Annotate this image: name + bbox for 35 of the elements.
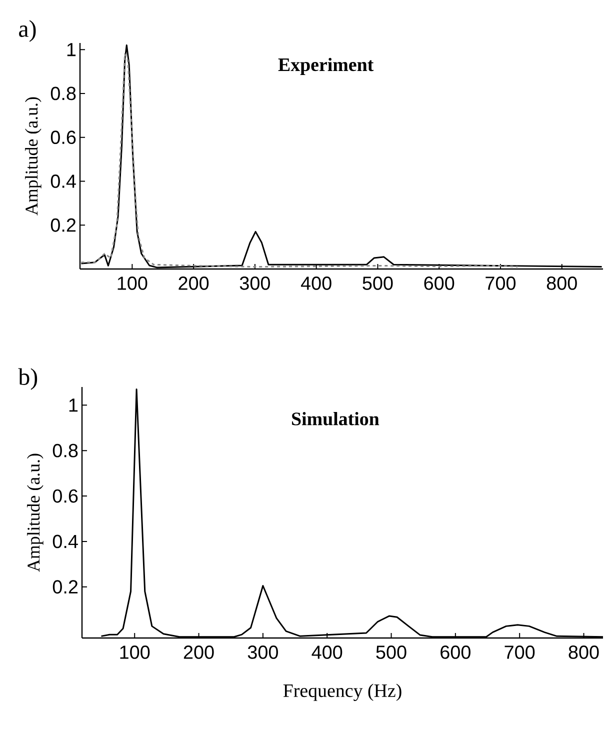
x-tick-label: 600 <box>424 276 454 290</box>
y-tick-label: 1 <box>67 43 76 56</box>
x-tick-label: 200 <box>184 646 214 659</box>
x-tick-label: 500 <box>376 646 406 659</box>
y-tick-label: 0.2 <box>52 580 78 594</box>
y-tick-label: 0.8 <box>52 444 78 458</box>
x-tick-label: 800 <box>568 646 599 659</box>
text: Simulation <box>292 412 380 426</box>
text: a) <box>19 20 36 42</box>
y-axis-title: Amplitude (a.u.) <box>25 97 42 216</box>
x-tick-label: 600 <box>440 646 470 659</box>
y-tick-label: 0.6 <box>50 130 76 144</box>
x-tick-label: 200 <box>178 276 209 290</box>
x-tick-label: 700 <box>486 276 516 290</box>
x-tick-label: 400 <box>312 646 342 659</box>
x-tick-label: 800 <box>546 276 577 290</box>
y-axis-title: Amplitude (a.u.) <box>27 454 44 572</box>
y-tick-label: 0.4 <box>50 174 76 188</box>
text: Experiment <box>278 58 374 75</box>
x-tick-label: 300 <box>240 276 270 290</box>
x-tick-label: 100 <box>120 646 150 659</box>
x-tick-label: 400 <box>300 276 332 290</box>
y-tick-label: 0.2 <box>50 218 76 232</box>
x-tick-label: 500 <box>362 276 393 290</box>
x-tick-label: 100 <box>118 276 148 290</box>
line-series <box>80 53 518 268</box>
x-tick-label: 300 <box>248 646 278 659</box>
y-tick-label: 0.8 <box>50 86 76 100</box>
y-tick-label: 1 <box>69 398 78 412</box>
line-series <box>80 44 603 268</box>
x-axis-title: Frequency (Hz) <box>283 684 402 701</box>
text: b) <box>18 368 38 390</box>
x-tick-label: 700 <box>504 646 535 659</box>
y-tick-label: 0.4 <box>52 534 78 548</box>
y-tick-label: 0.6 <box>52 489 78 503</box>
